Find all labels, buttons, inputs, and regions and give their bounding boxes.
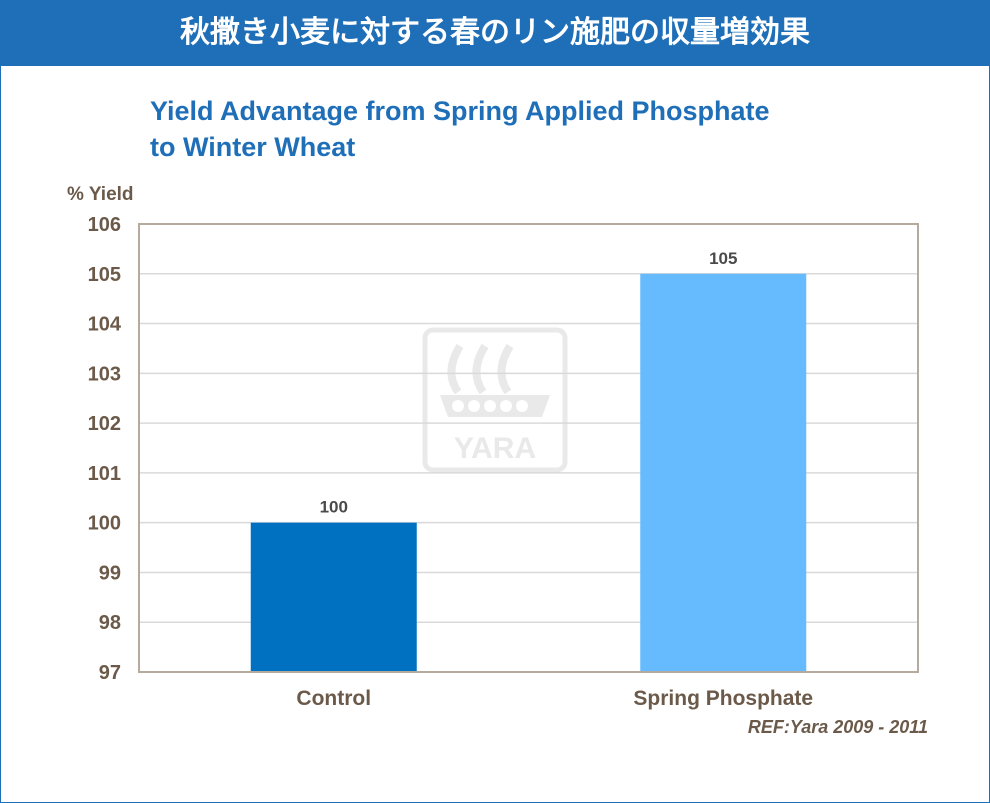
category-labels: Control Spring Phosphate bbox=[296, 687, 813, 710]
bars bbox=[250, 273, 807, 672]
bar-control bbox=[250, 522, 417, 672]
y-tick-label: 104 bbox=[88, 314, 122, 336]
page-banner-title: 秋撒き小麦に対する春のリン施肥の収量増効果 bbox=[0, 0, 990, 66]
y-tick-label: 98 bbox=[99, 612, 121, 634]
y-tick-labels: 106 105 104 103 102 101 100 99 98 97 bbox=[88, 214, 122, 684]
plot-area-border bbox=[138, 223, 919, 673]
data-labels: 100 105 bbox=[320, 249, 738, 517]
y-tick-label: 102 bbox=[88, 413, 121, 435]
category-label: Control bbox=[296, 687, 371, 710]
y-tick-label: 103 bbox=[88, 363, 121, 385]
y-tick-label: 97 bbox=[99, 662, 121, 684]
watermark-text: YARA bbox=[454, 432, 536, 465]
chart-title-line-1: Yield Advantage from Spring Applied Phos… bbox=[150, 96, 770, 126]
reference-note: REF:Yara 2009 - 2011 bbox=[747, 717, 928, 737]
data-label: 105 bbox=[709, 249, 737, 268]
yara-logo-watermark: YARA bbox=[422, 327, 568, 473]
y-tick-label: 101 bbox=[88, 463, 121, 485]
y-tick-label: 106 bbox=[88, 214, 121, 236]
y-tick-label: 99 bbox=[99, 562, 121, 584]
bar-spring-phosphate bbox=[640, 273, 807, 672]
y-axis-label: % Yield bbox=[67, 184, 134, 205]
data-label: 100 bbox=[320, 498, 348, 517]
chart-title-line-2: to Winter Wheat bbox=[150, 132, 356, 162]
chart-title: Yield Advantage from Spring Applied Phos… bbox=[150, 93, 770, 165]
category-label: Spring Phosphate bbox=[633, 687, 813, 710]
y-tick-label: 100 bbox=[88, 513, 121, 535]
y-tick-label: 105 bbox=[88, 264, 121, 286]
